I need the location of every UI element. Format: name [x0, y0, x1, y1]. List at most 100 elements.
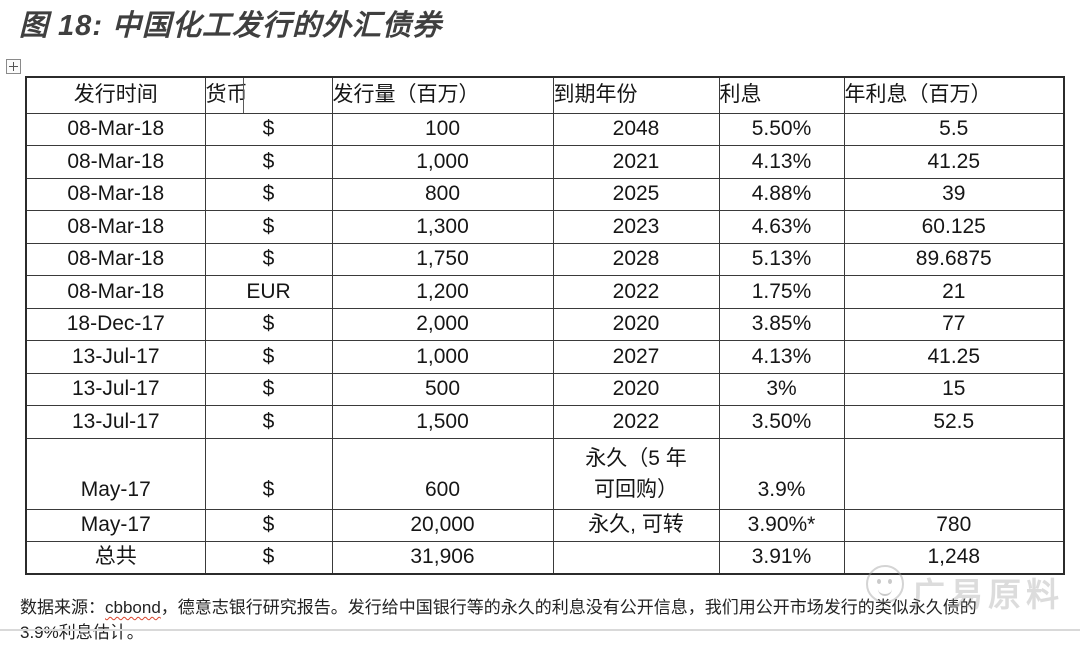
table-row: 08-Mar-18 $800 2025 4.88% 39	[25, 177, 1065, 211]
table-cell: 2020	[552, 372, 720, 406]
table-cell: 100	[331, 112, 554, 146]
table-row: 08-Mar-18 $1,750 2028 5.13% 89.6875	[25, 242, 1065, 276]
table-cell	[843, 437, 1065, 510]
table-cell: 08-Mar-18	[25, 145, 206, 179]
table-cell: 13-Jul-17	[25, 405, 206, 439]
table-cell: 1.75%	[718, 275, 845, 309]
source-label: 数据来源：	[20, 598, 105, 617]
header-artifact-line	[242, 78, 244, 112]
bottom-divider	[0, 629, 1080, 631]
table-cell: 2028	[552, 242, 720, 276]
table-cell: 2023	[552, 210, 720, 244]
handle-cross-vertical	[13, 62, 14, 71]
table-cell: 39	[843, 177, 1065, 211]
table-cell: 08-Mar-18	[25, 210, 206, 244]
table-cell: 31,906	[331, 541, 554, 575]
table-cell: 1,750	[331, 242, 554, 276]
column-header-annual-interest: 年利息（百万）	[843, 76, 1065, 114]
bonds-table: 发行时间 货币 发行量（百万） 到期年份 利息 年利息（百万） 08-Mar-1…	[25, 76, 1065, 575]
table-row: 08-Mar-18 $1,300 2023 4.63% 60.125	[25, 210, 1065, 244]
table-cell: 总共	[25, 541, 206, 575]
table-cell: 08-Mar-18	[25, 112, 206, 146]
footnote-text: ，德意志银行研究报告。发行给中国银行等的永久的利息没有公开信息，我们用公开市场发…	[160, 598, 977, 617]
table-cell: 20,000	[331, 508, 554, 542]
table-cell: 5.50%	[718, 112, 845, 146]
table-cell: $	[204, 307, 333, 341]
table-cell: 4.13%	[718, 145, 845, 179]
table-cell: 2027	[552, 340, 720, 374]
table-cell: 21	[843, 275, 1065, 309]
table-cell: 08-Mar-18	[25, 275, 206, 309]
table-cell: $	[204, 242, 333, 276]
table-cell: May-17	[25, 437, 206, 510]
table-cell: 2022	[552, 405, 720, 439]
table-row: May-17 $20,000 永久, 可转 3.90%* 780	[25, 508, 1065, 542]
table-cell: 5.5	[843, 112, 1065, 146]
header-row: 发行时间 货币 发行量（百万） 到期年份 利息 年利息（百万）	[25, 76, 1065, 114]
table-cell: 4.13%	[718, 340, 845, 374]
table-cell: 60.125	[843, 210, 1065, 244]
table-row: May-17 $600 永久（5 年 可回购） 3.9%	[25, 437, 1065, 510]
table-header: 发行时间 货币 发行量（百万） 到期年份 利息 年利息（百万）	[25, 76, 1065, 114]
table-row: 08-Mar-18 $1,000 2021 4.13% 41.25	[25, 145, 1065, 179]
source-name-misspelled: cbbond	[105, 598, 161, 617]
table-cell	[552, 541, 720, 575]
smiley-eye-right	[888, 579, 892, 584]
table-cell: 2048	[552, 112, 720, 146]
table-cell: 500	[331, 372, 554, 406]
source-footnote: 数据来源：cbbond，德意志银行研究报告。发行给中国银行等的永久的利息没有公开…	[20, 595, 1070, 645]
table-cell: $	[204, 405, 333, 439]
table-cell: 52.5	[843, 405, 1065, 439]
table-row: 08-Mar-18 EUR 1,200 2022 1.75% 21	[25, 275, 1065, 309]
table-cell: $	[204, 340, 333, 374]
table-cell: 15	[843, 372, 1065, 406]
table-row: 总共 $31,906 3.91% 1,248	[25, 541, 1065, 575]
bonds-table-body: 08-Mar-18 $100 2048 5.50% 5.5 08-Mar-18 $1,000…	[25, 112, 1065, 575]
table-cell: 3.9%	[718, 437, 845, 510]
table-cell: $	[204, 145, 333, 179]
table-cell: 2022	[552, 275, 720, 309]
table-cell: 77	[843, 307, 1065, 341]
table-row: 18-Dec-17 $2,000 2020 3.85% 77	[25, 307, 1065, 341]
table-cell: 13-Jul-17	[25, 340, 206, 374]
column-header-currency: 货币	[204, 76, 333, 114]
table-cell: 5.13%	[718, 242, 845, 276]
table-cell: 41.25	[843, 340, 1065, 374]
footnote-line1: 数据来源：cbbond，德意志银行研究报告。发行给中国银行等的永久的利息没有公开…	[20, 595, 1070, 620]
table-cell: $	[204, 437, 333, 510]
table-cell: 1,000	[331, 340, 554, 374]
table-cell: 41.25	[843, 145, 1065, 179]
table-cell: 3.50%	[718, 405, 845, 439]
table-cell: 3.91%	[718, 541, 845, 575]
table-row: 13-Jul-17 $1,000 2027 4.13% 41.25	[25, 340, 1065, 374]
table-cell: 600	[331, 437, 554, 510]
table-cell: 2025	[552, 177, 720, 211]
table-row: 13-Jul-17 $500 2020 3% 15	[25, 372, 1065, 406]
table-cell: 永久, 可转	[552, 508, 720, 542]
table-cell: 1,200	[331, 275, 554, 309]
table-cell: $	[204, 508, 333, 542]
table-cell: 1,500	[331, 405, 554, 439]
figure-title: 图 18: 中国化工发行的外汇债券	[19, 10, 443, 42]
table-cell: 1,000	[331, 145, 554, 179]
table-cell: $	[204, 210, 333, 244]
table-cell: $	[204, 372, 333, 406]
table-cell: 800	[331, 177, 554, 211]
table-move-handle-icon[interactable]	[6, 59, 21, 74]
table-cell: 08-Mar-18	[25, 177, 206, 211]
table-cell: 2021	[552, 145, 720, 179]
table-cell: 4.88%	[718, 177, 845, 211]
table-cell: 4.63%	[718, 210, 845, 244]
column-header-issue-date: 发行时间	[25, 76, 206, 114]
column-header-maturity-year: 到期年份	[552, 76, 720, 114]
table-cell: 3.90%*	[718, 508, 845, 542]
table-cell: 89.6875	[843, 242, 1065, 276]
column-header-issue-amount: 发行量（百万）	[331, 76, 554, 114]
table-cell: 1,300	[331, 210, 554, 244]
table-cell: EUR	[204, 275, 333, 309]
table-cell: 3%	[718, 372, 845, 406]
table-cell: 18-Dec-17	[25, 307, 206, 341]
column-header-interest: 利息	[718, 76, 845, 114]
table-cell: 永久（5 年 可回购）	[552, 437, 720, 510]
table-cell: 2020	[552, 307, 720, 341]
